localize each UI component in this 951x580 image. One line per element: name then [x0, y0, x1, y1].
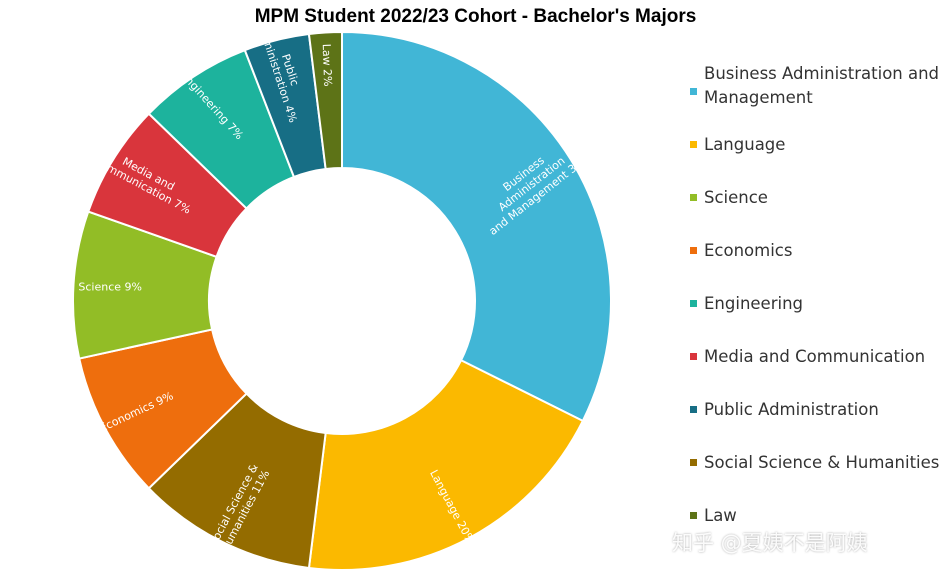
legend-swatch: [690, 353, 697, 360]
legend-swatch: [690, 141, 697, 148]
donut-slice-law: [307, 30, 343, 171]
donut-slice-business-administration-and-management: [341, 30, 612, 423]
legend-label: Business Administration and Management: [704, 64, 940, 107]
legend-label: Language: [704, 135, 786, 154]
legend-label: Public Administration: [704, 400, 879, 419]
legend-swatch: [690, 459, 697, 466]
legend-label: Social Science & Humanities: [704, 453, 940, 472]
watermark-text: 知乎 @夏姨不是阿姨: [672, 531, 868, 555]
slice-label-science: Science 9%: [78, 281, 142, 294]
legend-swatch: [690, 194, 697, 201]
donut-slices: [72, 30, 612, 571]
donut-chart: BusinessAdministrationand Management 33%…: [72, 30, 612, 571]
donut-slice-language: [307, 358, 585, 571]
legend-label: Law: [704, 506, 737, 525]
legend-swatch: [690, 406, 697, 413]
legend-swatch: [690, 88, 697, 95]
legend-swatch: [690, 300, 697, 307]
legend-label: Economics: [704, 241, 793, 260]
chart-legend: Business Administration and Management La…: [682, 62, 944, 567]
legend-swatch: [690, 512, 697, 519]
chart-title: MPM Student 2022/23 Cohort - Bachelor's …: [254, 6, 697, 27]
legend-label: Engineering: [704, 294, 803, 313]
legend-label: Science: [704, 188, 768, 207]
legend-swatch: [690, 247, 697, 254]
slice-label-law: Law 2%: [320, 43, 334, 86]
legend-label: Media and Communication: [704, 347, 926, 366]
